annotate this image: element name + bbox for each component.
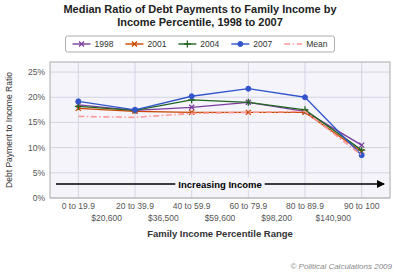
- y-axis-label: Debt Payment to Income Ratio: [4, 72, 14, 188]
- legend-label: 2001: [147, 39, 166, 49]
- arrow-text: Increasing Income: [178, 179, 261, 190]
- marker-plus: [132, 107, 139, 114]
- y-tick-label: 20%: [28, 92, 45, 102]
- marker-plus: [184, 41, 191, 48]
- background: [0, 0, 400, 274]
- legend-label: 2004: [200, 39, 219, 49]
- marker-circle: [246, 86, 251, 91]
- grid-line: [305, 62, 306, 198]
- marker-plus: [245, 99, 252, 106]
- series-line: [78, 111, 361, 155]
- plot-area: [50, 62, 390, 198]
- title: Median Ratio of Debt Payments to Family …: [63, 3, 337, 28]
- marker-x: [133, 108, 138, 113]
- legend-item: 2001: [125, 39, 166, 49]
- legend: 1998 2001 2004 2007 Mean: [73, 39, 328, 49]
- marker-circle: [303, 95, 308, 100]
- marker-circle: [189, 94, 194, 99]
- marker-x: [132, 42, 137, 47]
- legend-label: 1998: [95, 39, 114, 49]
- series-line: [78, 108, 361, 151]
- y-tick-label: 5%: [33, 168, 46, 178]
- income-label: $20,600: [91, 213, 122, 223]
- grid-line: [135, 62, 136, 198]
- x-tick-label: 80 to 89.9: [286, 201, 324, 211]
- legend-item: Mean: [284, 39, 328, 49]
- plot-marks: [75, 86, 365, 157]
- legend-frame: [66, 36, 335, 52]
- x-tick-label: 40 to 59.9: [173, 201, 211, 211]
- arrow-text-bg: [175, 178, 264, 191]
- grid-line: [50, 147, 390, 148]
- x-tick-label: 60 to 79.9: [229, 201, 267, 211]
- grid-line: [78, 62, 79, 198]
- x-axis-label: Family Income Percentile Range: [147, 228, 293, 239]
- legend-item: 1998: [73, 39, 114, 49]
- income-label: $36,500: [148, 213, 179, 223]
- legend-item: 2007: [231, 39, 272, 49]
- marker-circle: [133, 107, 138, 112]
- grid-line: [50, 172, 390, 173]
- income-label: $98,200: [261, 213, 292, 223]
- marker-circle: [76, 99, 81, 104]
- grid-line: [361, 62, 362, 198]
- marker-x: [79, 42, 84, 47]
- legend-label: Mean: [306, 39, 328, 49]
- title-line: Median Ratio of Debt Payments to Family …: [63, 3, 337, 15]
- y-tick-label: 25%: [28, 67, 45, 77]
- title-line: Income Percentile, 1998 to 2007: [117, 16, 283, 28]
- grid-line: [50, 72, 390, 73]
- grid-line: [50, 122, 390, 123]
- grid-line: [50, 97, 390, 98]
- copyright: © Political Calculations 2009: [290, 262, 392, 271]
- legend-item: 2004: [178, 39, 219, 49]
- y-tick-label: 15%: [28, 117, 45, 127]
- marker-circle: [238, 42, 243, 47]
- x-tick-label: 20 to 39.9: [116, 201, 154, 211]
- x-tick-label: 90 to 100: [344, 201, 380, 211]
- marker-x: [189, 105, 194, 110]
- y-tick-label: 10%: [28, 143, 45, 153]
- y-tick-label: 0%: [33, 193, 46, 203]
- income-label: $59,600: [205, 213, 236, 223]
- x-tick-label: 0 to 19.9: [62, 201, 95, 211]
- marker-x: [246, 100, 251, 105]
- income-label: $140,900: [316, 213, 352, 223]
- series-line: [78, 89, 361, 155]
- plot-frame: [50, 62, 390, 198]
- legend-label: 2007: [253, 39, 272, 49]
- chart: Median Ratio of Debt Payments to Family …: [0, 0, 400, 274]
- legend-swatch: [284, 43, 302, 44]
